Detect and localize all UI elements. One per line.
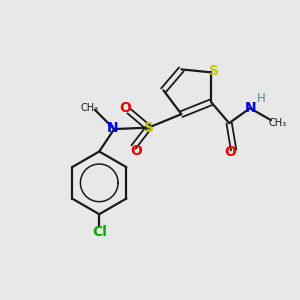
Text: N: N [245, 100, 256, 115]
Text: CH₃: CH₃ [80, 103, 98, 113]
Text: S: S [143, 121, 154, 135]
Text: N: N [107, 121, 118, 135]
Text: O: O [130, 144, 142, 158]
Text: O: O [120, 101, 131, 115]
Text: S: S [209, 64, 219, 78]
Text: H: H [257, 92, 266, 105]
Text: O: O [224, 146, 236, 159]
Text: Cl: Cl [92, 224, 107, 239]
Text: CH₃: CH₃ [268, 118, 286, 128]
